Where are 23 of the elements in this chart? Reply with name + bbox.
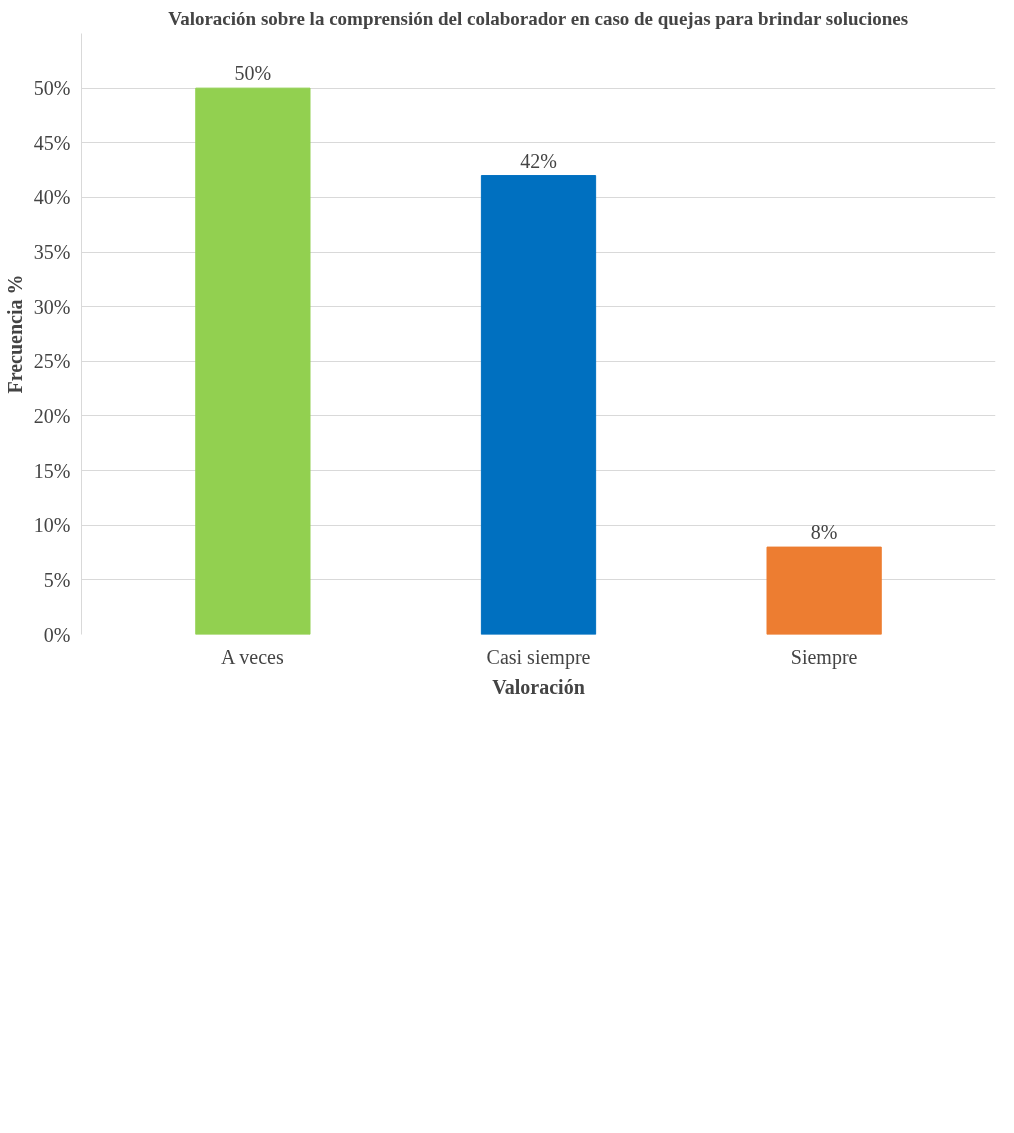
y-tick-label: 10%: [33, 514, 71, 537]
chart-title: Valoración sobre la comprensión del colaborador en caso de quejas para brindar soluciones: [168, 7, 909, 29]
y-tick-label: 5%: [43, 568, 71, 591]
y-tick-label: 25%: [33, 350, 71, 373]
x-axis-title: Valoración: [492, 675, 585, 698]
y-tick-label: 15%: [33, 459, 71, 482]
bar: [766, 546, 882, 635]
y-tick-label: 30%: [33, 295, 71, 318]
y-tick-label: 50%: [33, 77, 71, 100]
bar: [195, 87, 311, 635]
bar: [480, 175, 597, 635]
x-tick-label: Siempre: [790, 645, 858, 669]
y-tick-label: 20%: [33, 404, 71, 427]
y-tick-label: 40%: [33, 186, 71, 209]
data-label: 42%: [520, 149, 557, 172]
y-axis-title: Frecuencia %: [3, 274, 26, 394]
data-label: 50%: [234, 62, 272, 85]
y-tick-label: 0%: [43, 623, 71, 646]
data-label: 8%: [810, 521, 838, 544]
y-tick-label: 45%: [33, 131, 71, 154]
y-tick-label: 35%: [33, 241, 71, 264]
x-tick-label: A veces: [220, 645, 284, 668]
x-tick-label: Casi siempre: [486, 645, 591, 669]
